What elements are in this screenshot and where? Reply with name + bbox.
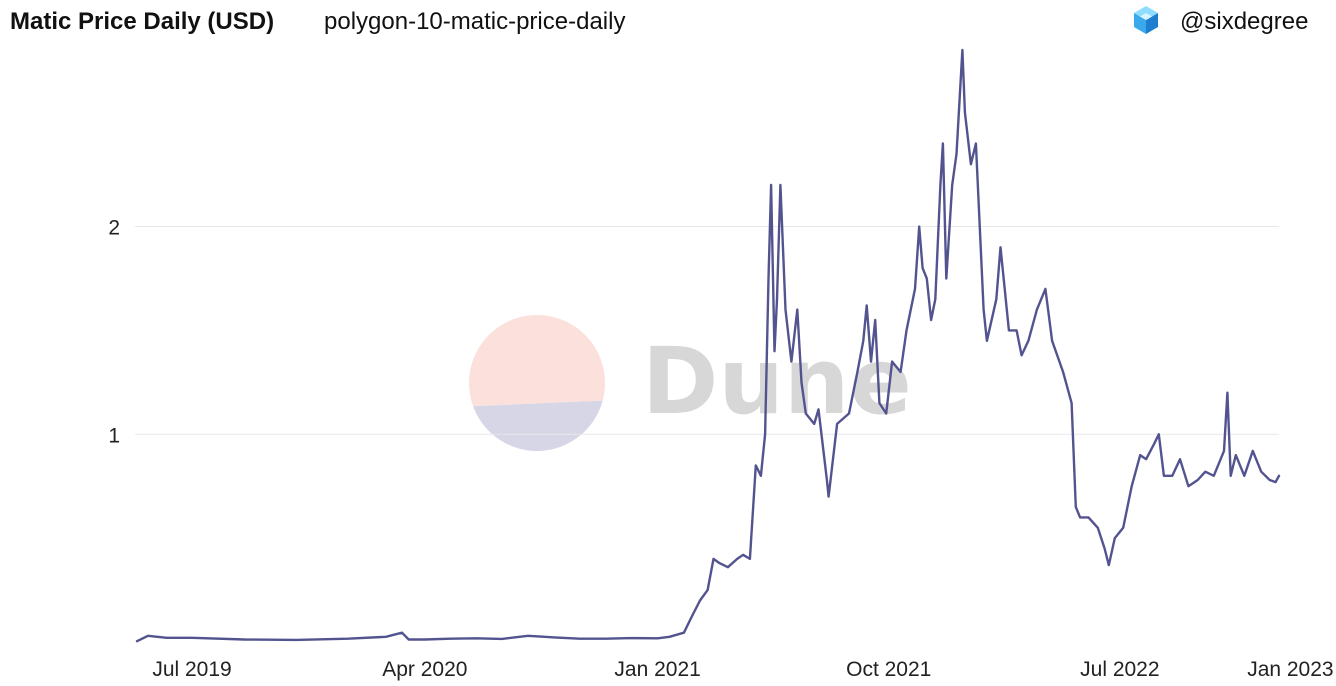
- y-tick-label: 2: [108, 217, 120, 240]
- series-line-0[interactable]: [135, 48, 1281, 643]
- x-tick-label: Apr 2020: [382, 658, 467, 681]
- chart-title: Matic Price Daily (USD): [10, 8, 275, 35]
- x-tick-label: Jul 2019: [152, 658, 231, 681]
- x-tick-label: Jul 2022: [1080, 658, 1159, 681]
- series-layer: [135, 48, 1281, 643]
- owner-badge[interactable]: @sixdegree: [1128, 3, 1336, 39]
- x-axis: Jul 2019 Apr 2020 Jan 2021 Oct 2021 Jul 2022…: [152, 658, 1333, 681]
- watermark-text: Dune: [642, 328, 912, 435]
- owner-name: @sixdegree: [1180, 8, 1309, 35]
- watermark-circle-top-icon: [468, 315, 605, 407]
- x-tick-label: Jan 2023: [1247, 658, 1333, 681]
- query-name[interactable]: polygon-10-matic-price-daily: [324, 8, 626, 35]
- x-tick-label: Jan 2021: [614, 658, 700, 681]
- y-axis: 12: [108, 217, 120, 448]
- dune-watermark: Dune: [468, 315, 912, 452]
- watermark-circle-bottom-icon: [473, 400, 603, 452]
- grid-lines: [135, 226, 1279, 435]
- chart-header: Matic Price Daily (USD) polygon-10-matic…: [10, 0, 1336, 46]
- x-tick-label: Oct 2021: [846, 658, 931, 681]
- y-tick-label: 1: [108, 424, 120, 447]
- cube-logo-icon: [1134, 6, 1158, 34]
